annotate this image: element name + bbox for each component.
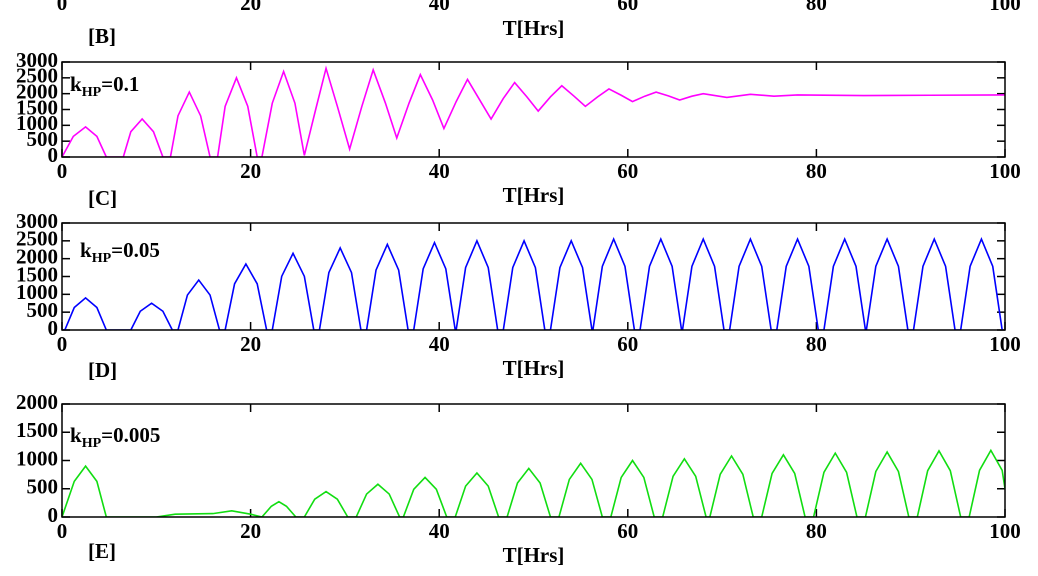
x-axis-label: T[Hrs] bbox=[503, 543, 565, 567]
plot-frame bbox=[61, 222, 1006, 331]
y-tick-label: 3000 bbox=[16, 209, 58, 233]
y-tick-label: 0 bbox=[48, 143, 59, 167]
x-tick-label: 100 bbox=[989, 0, 1021, 15]
x-tick-label: 20 bbox=[240, 519, 261, 543]
x-tick-label: 0 bbox=[57, 0, 68, 15]
x-tick-label: 40 bbox=[429, 519, 450, 543]
x-tick-label: 80 bbox=[806, 332, 827, 356]
x-tick-label: 60 bbox=[617, 159, 638, 183]
x-tick-label: 100 bbox=[989, 332, 1021, 356]
x-tick-label: 60 bbox=[617, 0, 638, 15]
annotation: kHP=0.05 bbox=[80, 238, 160, 266]
annotation-text: =0.005 bbox=[101, 423, 160, 447]
y-tick-label: 2000 bbox=[16, 244, 58, 268]
plot-frame bbox=[61, 61, 1006, 158]
x-tick-label: 60 bbox=[617, 519, 638, 543]
x-tick-label: 40 bbox=[429, 332, 450, 356]
y-tick-label: 500 bbox=[27, 475, 59, 499]
x-axis-label: T[Hrs] bbox=[503, 356, 565, 380]
data-line bbox=[62, 65, 1005, 157]
y-tick-label: 3000 bbox=[16, 48, 58, 72]
x-tick-label: 80 bbox=[806, 0, 827, 15]
plot-frame bbox=[61, 403, 1006, 518]
x-axis-label: T[Hrs] bbox=[503, 16, 565, 40]
x-tick-label: 0 bbox=[57, 519, 68, 543]
y-tick-label: 2000 bbox=[16, 390, 58, 414]
data-line bbox=[62, 448, 1005, 517]
y-tick-label: 500 bbox=[27, 298, 59, 322]
annotation-base: k bbox=[70, 72, 82, 96]
annotation-text: =0.05 bbox=[111, 238, 160, 262]
y-tick-label: 1500 bbox=[16, 418, 58, 442]
x-tick-label: 80 bbox=[806, 159, 827, 183]
panel-label: [D] bbox=[88, 358, 117, 382]
x-tick-label: 80 bbox=[806, 519, 827, 543]
annotation-sub: HP bbox=[82, 85, 102, 100]
x-tick-label: 100 bbox=[989, 519, 1021, 543]
annotation-sub: HP bbox=[82, 436, 102, 451]
annotation-base: k bbox=[80, 238, 92, 262]
annotation-base: k bbox=[70, 423, 82, 447]
x-tick-label: 20 bbox=[240, 332, 261, 356]
y-tick-label: 1000 bbox=[16, 446, 58, 470]
x-axis-label: T[Hrs] bbox=[503, 183, 565, 207]
y-tick-label: 1000 bbox=[16, 280, 58, 304]
x-tick-label: 40 bbox=[429, 159, 450, 183]
x-tick-label: 20 bbox=[240, 159, 261, 183]
y-tick-label: 1500 bbox=[16, 95, 58, 119]
annotation: kHP=0.1 bbox=[70, 72, 139, 100]
x-tick-label: 20 bbox=[240, 0, 261, 15]
data-line bbox=[62, 236, 1003, 330]
panel-label: [E] bbox=[88, 539, 116, 563]
annotation-sub: HP bbox=[92, 251, 112, 266]
annotation-text: =0.1 bbox=[101, 72, 139, 96]
y-tick-label: 1000 bbox=[16, 111, 58, 135]
y-tick-label: 500 bbox=[27, 127, 59, 151]
y-tick-label: 2000 bbox=[16, 79, 58, 103]
y-tick-label: 2500 bbox=[16, 64, 58, 88]
x-tick-label: 40 bbox=[429, 0, 450, 15]
annotation: kHP=0.005 bbox=[70, 423, 160, 451]
panel-label: [C] bbox=[88, 186, 117, 210]
x-tick-label: 60 bbox=[617, 332, 638, 356]
y-tick-label: 1500 bbox=[16, 262, 58, 286]
y-tick-label: 0 bbox=[48, 316, 59, 340]
panel-label: [B] bbox=[88, 24, 116, 48]
x-tick-label: 100 bbox=[989, 159, 1021, 183]
x-tick-label: 0 bbox=[57, 332, 68, 356]
y-tick-label: 2500 bbox=[16, 227, 58, 251]
x-tick-label: 0 bbox=[57, 159, 68, 183]
y-tick-label: 0 bbox=[48, 503, 59, 527]
